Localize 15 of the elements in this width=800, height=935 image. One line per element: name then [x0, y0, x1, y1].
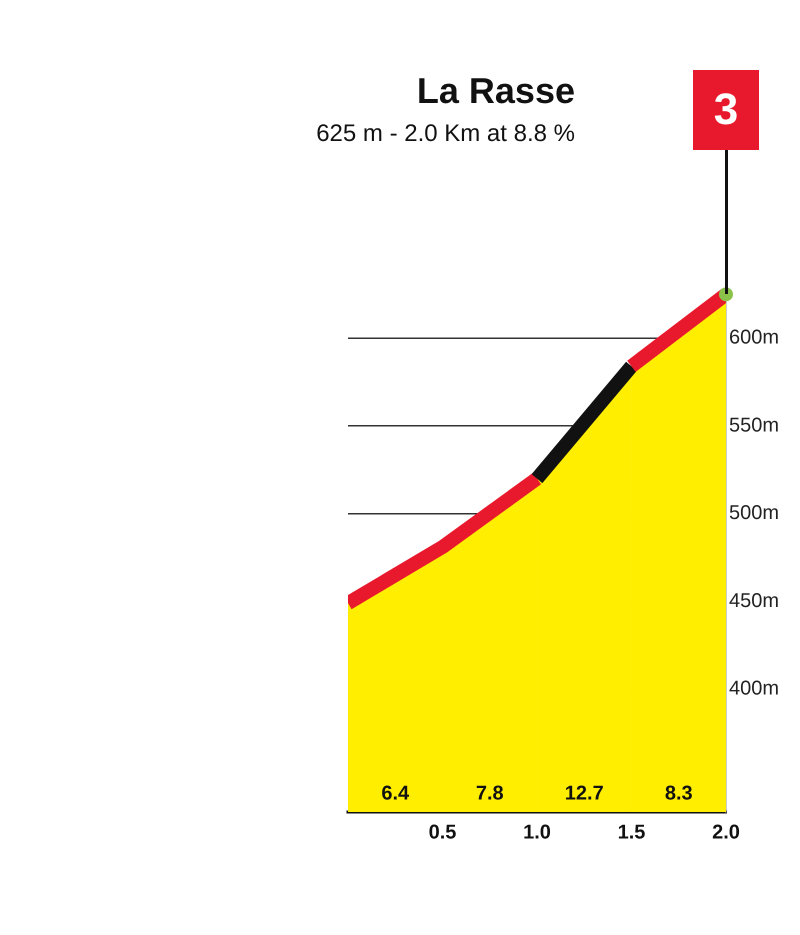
x-tick-label: 0.5: [428, 822, 456, 844]
y-tick-label: 550m: [728, 414, 779, 436]
y-tick-label: 450m: [728, 590, 779, 612]
y-tick-label: 400m: [728, 678, 779, 700]
chart-title: La Rasse: [416, 70, 575, 112]
annotation: 6.4: [381, 782, 410, 805]
y-tick-label: 600m: [728, 326, 779, 349]
y-tick-label: 500m: [728, 502, 779, 524]
annotation: 12.7: [564, 782, 604, 805]
x-tick-label: 2.0: [712, 822, 740, 844]
annotation: 7.8: [476, 782, 504, 805]
x-tick-label: 1.0: [523, 822, 551, 844]
chart-subtitle: 625 m - 2.0 Km at 8.8 %: [316, 120, 575, 148]
annotation: 8.3: [664, 782, 693, 805]
x-tick-label: 1.5: [618, 822, 646, 844]
